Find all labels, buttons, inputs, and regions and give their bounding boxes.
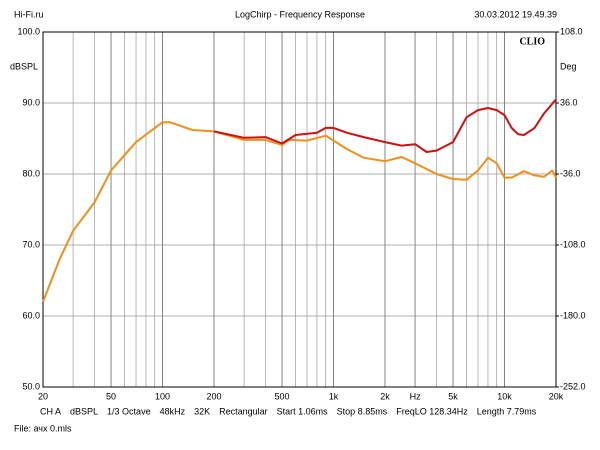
x-tick-label: 500 bbox=[275, 391, 290, 401]
y-tick-label: 90.0 bbox=[22, 97, 40, 107]
footer-item: CH A bbox=[40, 406, 61, 416]
chart-title: LogChirp - Frequency Response bbox=[235, 9, 365, 19]
response-line bbox=[213, 98, 557, 153]
x-tick-label: 2k bbox=[380, 391, 390, 401]
footer-item: 48kHz bbox=[160, 406, 186, 416]
y2-tick-label: -36.0 bbox=[560, 168, 581, 178]
x-tick-label: 20k bbox=[549, 391, 564, 401]
footer-item: 32K bbox=[194, 406, 210, 416]
x-tick-label: Hz bbox=[410, 391, 421, 401]
footer-item: dBSPL bbox=[70, 406, 98, 416]
file-label: File: ачх 0.mls bbox=[14, 423, 72, 433]
response-line bbox=[42, 121, 557, 303]
y-tick-label: 60.0 bbox=[22, 310, 40, 320]
x-tick-label: 200 bbox=[206, 391, 221, 401]
y2-tick-label: 108.0 bbox=[560, 26, 583, 36]
y-axis-label: dBSPL bbox=[10, 61, 38, 71]
footer-item: 1/3 Octave bbox=[107, 406, 151, 416]
x-tick-label: 100 bbox=[155, 391, 170, 401]
y2-tick-label: 36.0 bbox=[560, 97, 578, 107]
x-tick-label: 1k bbox=[329, 391, 339, 401]
plot-frame bbox=[42, 31, 557, 388]
y2-tick-label: -180.0 bbox=[560, 310, 586, 320]
y-tick-label: 50.0 bbox=[22, 381, 40, 391]
y2-tick-label: -252.0 bbox=[560, 381, 586, 391]
footer-item: Length 7.79ms bbox=[477, 406, 537, 416]
footer-item: Rectangular bbox=[219, 406, 268, 416]
brand: CLIO bbox=[519, 36, 545, 47]
y2-tick-label: -108.0 bbox=[560, 239, 586, 249]
footer-item: Stop 8.85ms bbox=[337, 406, 388, 416]
y-tick-label: 80.0 bbox=[22, 168, 40, 178]
footer-item: Start 1.06ms bbox=[277, 406, 329, 416]
x-tick-label: 5k bbox=[448, 391, 458, 401]
footer-item: FreqLO 128.34Hz bbox=[396, 406, 468, 416]
x-tick-label: 10k bbox=[497, 391, 512, 401]
y2-axis-label: Deg bbox=[560, 61, 577, 71]
x-tick-label: 50 bbox=[106, 391, 116, 401]
x-tick-label: 20 bbox=[38, 391, 48, 401]
header-right: 30.03.2012 19.49.39 bbox=[474, 9, 557, 19]
y-tick-label: 100.0 bbox=[17, 26, 40, 36]
header-left: Hi-Fi.ru bbox=[14, 9, 44, 19]
y-tick-label: 70.0 bbox=[22, 239, 40, 249]
